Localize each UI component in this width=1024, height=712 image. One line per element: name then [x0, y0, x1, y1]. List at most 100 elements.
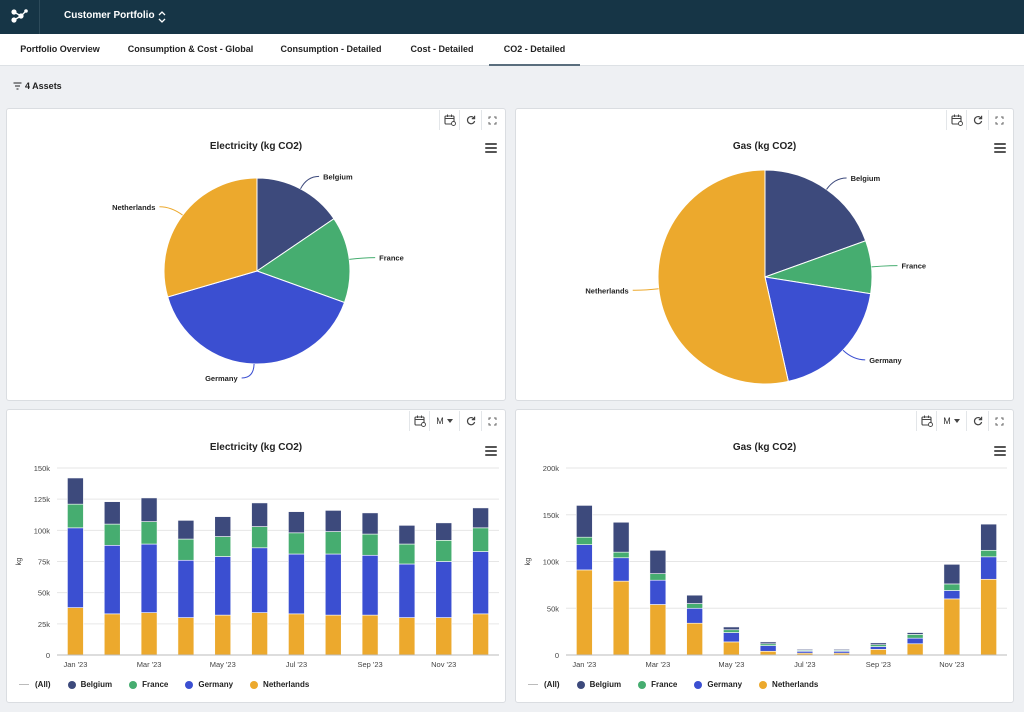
bar-segment-netherlands	[398, 617, 416, 656]
pie-slice-france	[255, 218, 351, 304]
legend-label: Netherlands	[772, 680, 819, 689]
bar-segment-germany	[214, 556, 232, 616]
pie-label-france: France	[901, 262, 926, 271]
portfolio-switch-icon[interactable]	[157, 9, 167, 25]
legend-item-all[interactable]: (All)	[528, 680, 560, 689]
pie-connector	[632, 288, 659, 291]
legend-item-netherlands[interactable]: Netherlands	[250, 680, 309, 689]
tab-co2-detailed[interactable]: CO2 - Detailed	[489, 34, 580, 66]
chart-menu-icon[interactable]	[994, 446, 1006, 456]
legend-dot-icon	[576, 680, 585, 689]
bar-segment-belgium	[870, 642, 887, 646]
calendar-icon	[950, 114, 963, 126]
date-range-button[interactable]	[409, 411, 429, 431]
bar-segment-germany	[906, 637, 924, 645]
filter-icon	[13, 82, 22, 90]
pie-slice-germany	[764, 276, 872, 383]
legend-item-france[interactable]: France	[638, 680, 677, 689]
legend-label: Germany	[707, 680, 743, 689]
expand-icon	[995, 417, 1004, 425]
bar-segment-germany	[103, 544, 121, 615]
legend-item-all[interactable]: (All)	[19, 680, 51, 689]
x-tick-label: May '23	[718, 660, 744, 669]
interval-select[interactable]: M	[429, 411, 459, 431]
bar-segment-france	[214, 536, 232, 557]
legend-item-germany[interactable]: Germany	[694, 680, 742, 689]
chart-title: Gas (kg CO2)	[732, 442, 797, 453]
bar-segment-germany	[361, 554, 379, 616]
app-logo-icon[interactable]	[0, 0, 40, 34]
bar-segment-germany	[943, 590, 961, 600]
refresh-icon	[466, 416, 475, 426]
interval-select-label: M	[436, 416, 444, 426]
y-axis-label: kg	[14, 558, 23, 566]
bar-segment-belgium	[686, 594, 703, 604]
date-range-button[interactable]	[916, 411, 936, 431]
refresh-button[interactable]	[459, 110, 481, 130]
x-tick-label: Mar '23	[137, 660, 162, 669]
bar-segment-germany	[870, 646, 887, 650]
expand-button[interactable]	[481, 110, 503, 130]
legend-item-belgium[interactable]: Belgium	[576, 680, 621, 689]
x-tick-label: Jan '23	[572, 660, 596, 669]
legend-item-germany[interactable]: Germany	[185, 680, 233, 689]
bar-segment-germany	[576, 544, 593, 571]
refresh-button[interactable]	[459, 411, 481, 431]
bar-segment-belgium	[103, 501, 121, 525]
bar-segment-france	[103, 523, 121, 546]
expand-button[interactable]	[481, 411, 503, 431]
y-tick-label: 75k	[38, 558, 50, 567]
bar-segment-netherlands	[686, 622, 703, 656]
y-tick-label: 0	[555, 651, 559, 660]
legend-label: (All)	[35, 680, 51, 689]
pie-label-netherlands: Netherlands	[585, 286, 628, 295]
y-tick-label: 125k	[34, 495, 51, 504]
chart-menu-icon[interactable]	[485, 446, 497, 456]
tab-cost-detailed[interactable]: Cost - Detailed	[410, 44, 474, 54]
expand-icon	[995, 116, 1004, 124]
bar-segment-belgium	[612, 521, 630, 553]
legend-item-belgium[interactable]: Belgium	[67, 680, 113, 689]
asset-filter[interactable]: 4 Assets	[13, 80, 62, 92]
refresh-button[interactable]	[966, 411, 988, 431]
bar-segment-netherlands	[870, 649, 887, 656]
y-axis-label: kg	[523, 558, 532, 566]
bar-segment-belgium	[796, 649, 814, 651]
chart-title: Electricity (kg CO2)	[209, 141, 303, 152]
bar-segment-germany	[649, 579, 667, 605]
tab-consumption-cost-global[interactable]: Consumption & Cost - Global	[127, 44, 254, 54]
bar-segment-netherlands	[943, 598, 961, 656]
bar-segment-netherlands	[177, 617, 195, 656]
bar-segment-belgium	[324, 510, 342, 532]
expand-button[interactable]	[988, 110, 1010, 130]
bar-segment-netherlands	[324, 614, 342, 656]
chart-title: Gas (kg CO2)	[732, 141, 797, 152]
expand-button[interactable]	[988, 411, 1010, 431]
tab-consumption-detailed[interactable]: Consumption - Detailed	[280, 44, 382, 54]
x-tick-label: Nov '23	[431, 660, 456, 669]
electricity-pie-chart: Belgium France Germany Netherlands	[112, 172, 404, 383]
chart-menu-icon[interactable]	[485, 143, 497, 153]
date-range-button[interactable]	[946, 110, 966, 130]
caret-down-icon	[446, 419, 453, 423]
legend-label: (All)	[544, 680, 560, 689]
refresh-button[interactable]	[966, 110, 988, 130]
bar-segment-germany	[177, 559, 195, 618]
bar-segment-belgium	[435, 522, 453, 541]
portfolio-title[interactable]: Customer Portfolio	[64, 10, 155, 21]
legend-label: Belgium	[80, 680, 113, 689]
expand-icon	[488, 116, 497, 124]
legend-item-netherlands[interactable]: Netherlands	[759, 680, 818, 689]
legend-item-france[interactable]: France	[129, 680, 168, 689]
pie-connector	[842, 349, 866, 361]
tab-portfolio-overview[interactable]: Portfolio Overview	[20, 44, 100, 54]
electricity-pie-card: Electricity (kg CO2) Belgium France German…	[6, 108, 506, 401]
pie-slice-belgium	[256, 177, 335, 272]
date-range-button[interactable]	[439, 110, 459, 130]
y-tick-label: 150k	[34, 464, 51, 473]
pie-label-france: France	[379, 254, 404, 263]
legend-dot-icon	[694, 680, 703, 689]
interval-select[interactable]: M	[936, 411, 966, 431]
chart-menu-icon[interactable]	[994, 143, 1006, 153]
y-tick-label: 200k	[543, 464, 560, 473]
